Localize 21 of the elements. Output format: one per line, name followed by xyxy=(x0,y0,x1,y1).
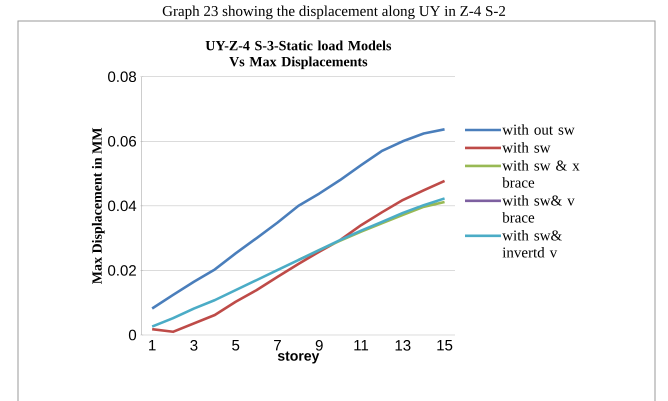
y-tick-label: 0.04 xyxy=(108,200,136,212)
y-axis-title: Max Displacement in MM xyxy=(92,128,105,284)
x-tick-label: 3 xyxy=(190,340,198,351)
x-tick-label: 5 xyxy=(232,340,240,350)
line-series xyxy=(150,128,446,310)
y-tick-label: 0.08 xyxy=(108,71,136,82)
caption: Graph 23 showing the displacement along UY in Z-4 S-2 xyxy=(162,6,506,20)
legend-label: with out sw xyxy=(502,124,575,135)
x-axis-title: storey xyxy=(278,352,320,364)
x-tick-label: 11 xyxy=(354,340,368,350)
chart-title: UY-Z-4 S-3-Static load Models Vs Max Displacements xyxy=(206,40,392,70)
x-tick-label: 9 xyxy=(316,340,323,351)
x-tick-label: 7 xyxy=(274,340,281,350)
x-tick-label: 13 xyxy=(396,340,410,351)
y-tick-label: 0.02 xyxy=(108,265,136,276)
legend-label: with sw& invertd v xyxy=(502,230,562,258)
x-tick-label: 15 xyxy=(437,340,452,350)
y-tick-label: 0 xyxy=(128,330,136,340)
y-tick-label: 0.06 xyxy=(108,136,136,147)
x-tick-label: 1 xyxy=(149,340,156,350)
legend-label: with sw xyxy=(502,142,550,153)
